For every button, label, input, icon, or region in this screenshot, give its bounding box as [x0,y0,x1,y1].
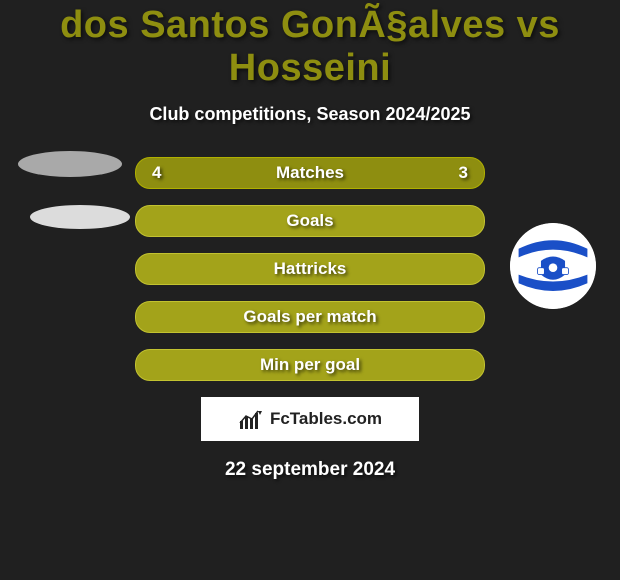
comparison-infographic: dos Santos GonÃ§alves vs Hosseini Club c… [0,0,620,580]
stat-label: Min per goal [260,355,360,375]
page-subtitle: Club competitions, Season 2024/2025 [0,104,620,125]
stat-left-value: 4 [152,163,161,183]
stats-area: 4 Matches 3 Goals Hattricks Goals per match Mi… [0,157,620,381]
watermark-text: FcTables.com [270,409,382,429]
player-left-avatar [10,151,110,251]
stat-bar: Goals [135,205,485,237]
date-text: 22 september 2024 [0,459,620,481]
stat-label: Matches [276,163,344,183]
stat-bar: 4 Matches 3 [135,157,485,189]
stat-label: Goals [286,211,333,231]
club-badge-icon [510,223,596,309]
stat-label: Goals per match [243,307,376,327]
stat-bar: Hattricks [135,253,485,285]
stat-bar: Goals per match [135,301,485,333]
stat-bars: 4 Matches 3 Goals Hattricks Goals per match Mi… [135,157,485,381]
avatar-placeholder-shape [18,151,122,177]
stat-right-value: 3 [459,163,468,183]
player-right-badge [510,223,610,323]
page-title: dos Santos GonÃ§alves vs Hosseini [0,0,620,90]
chart-icon [238,409,264,429]
stat-bar: Min per goal [135,349,485,381]
stat-label: Hattricks [274,259,347,279]
avatar-placeholder-shape [30,205,130,229]
watermark: FcTables.com [201,397,419,441]
